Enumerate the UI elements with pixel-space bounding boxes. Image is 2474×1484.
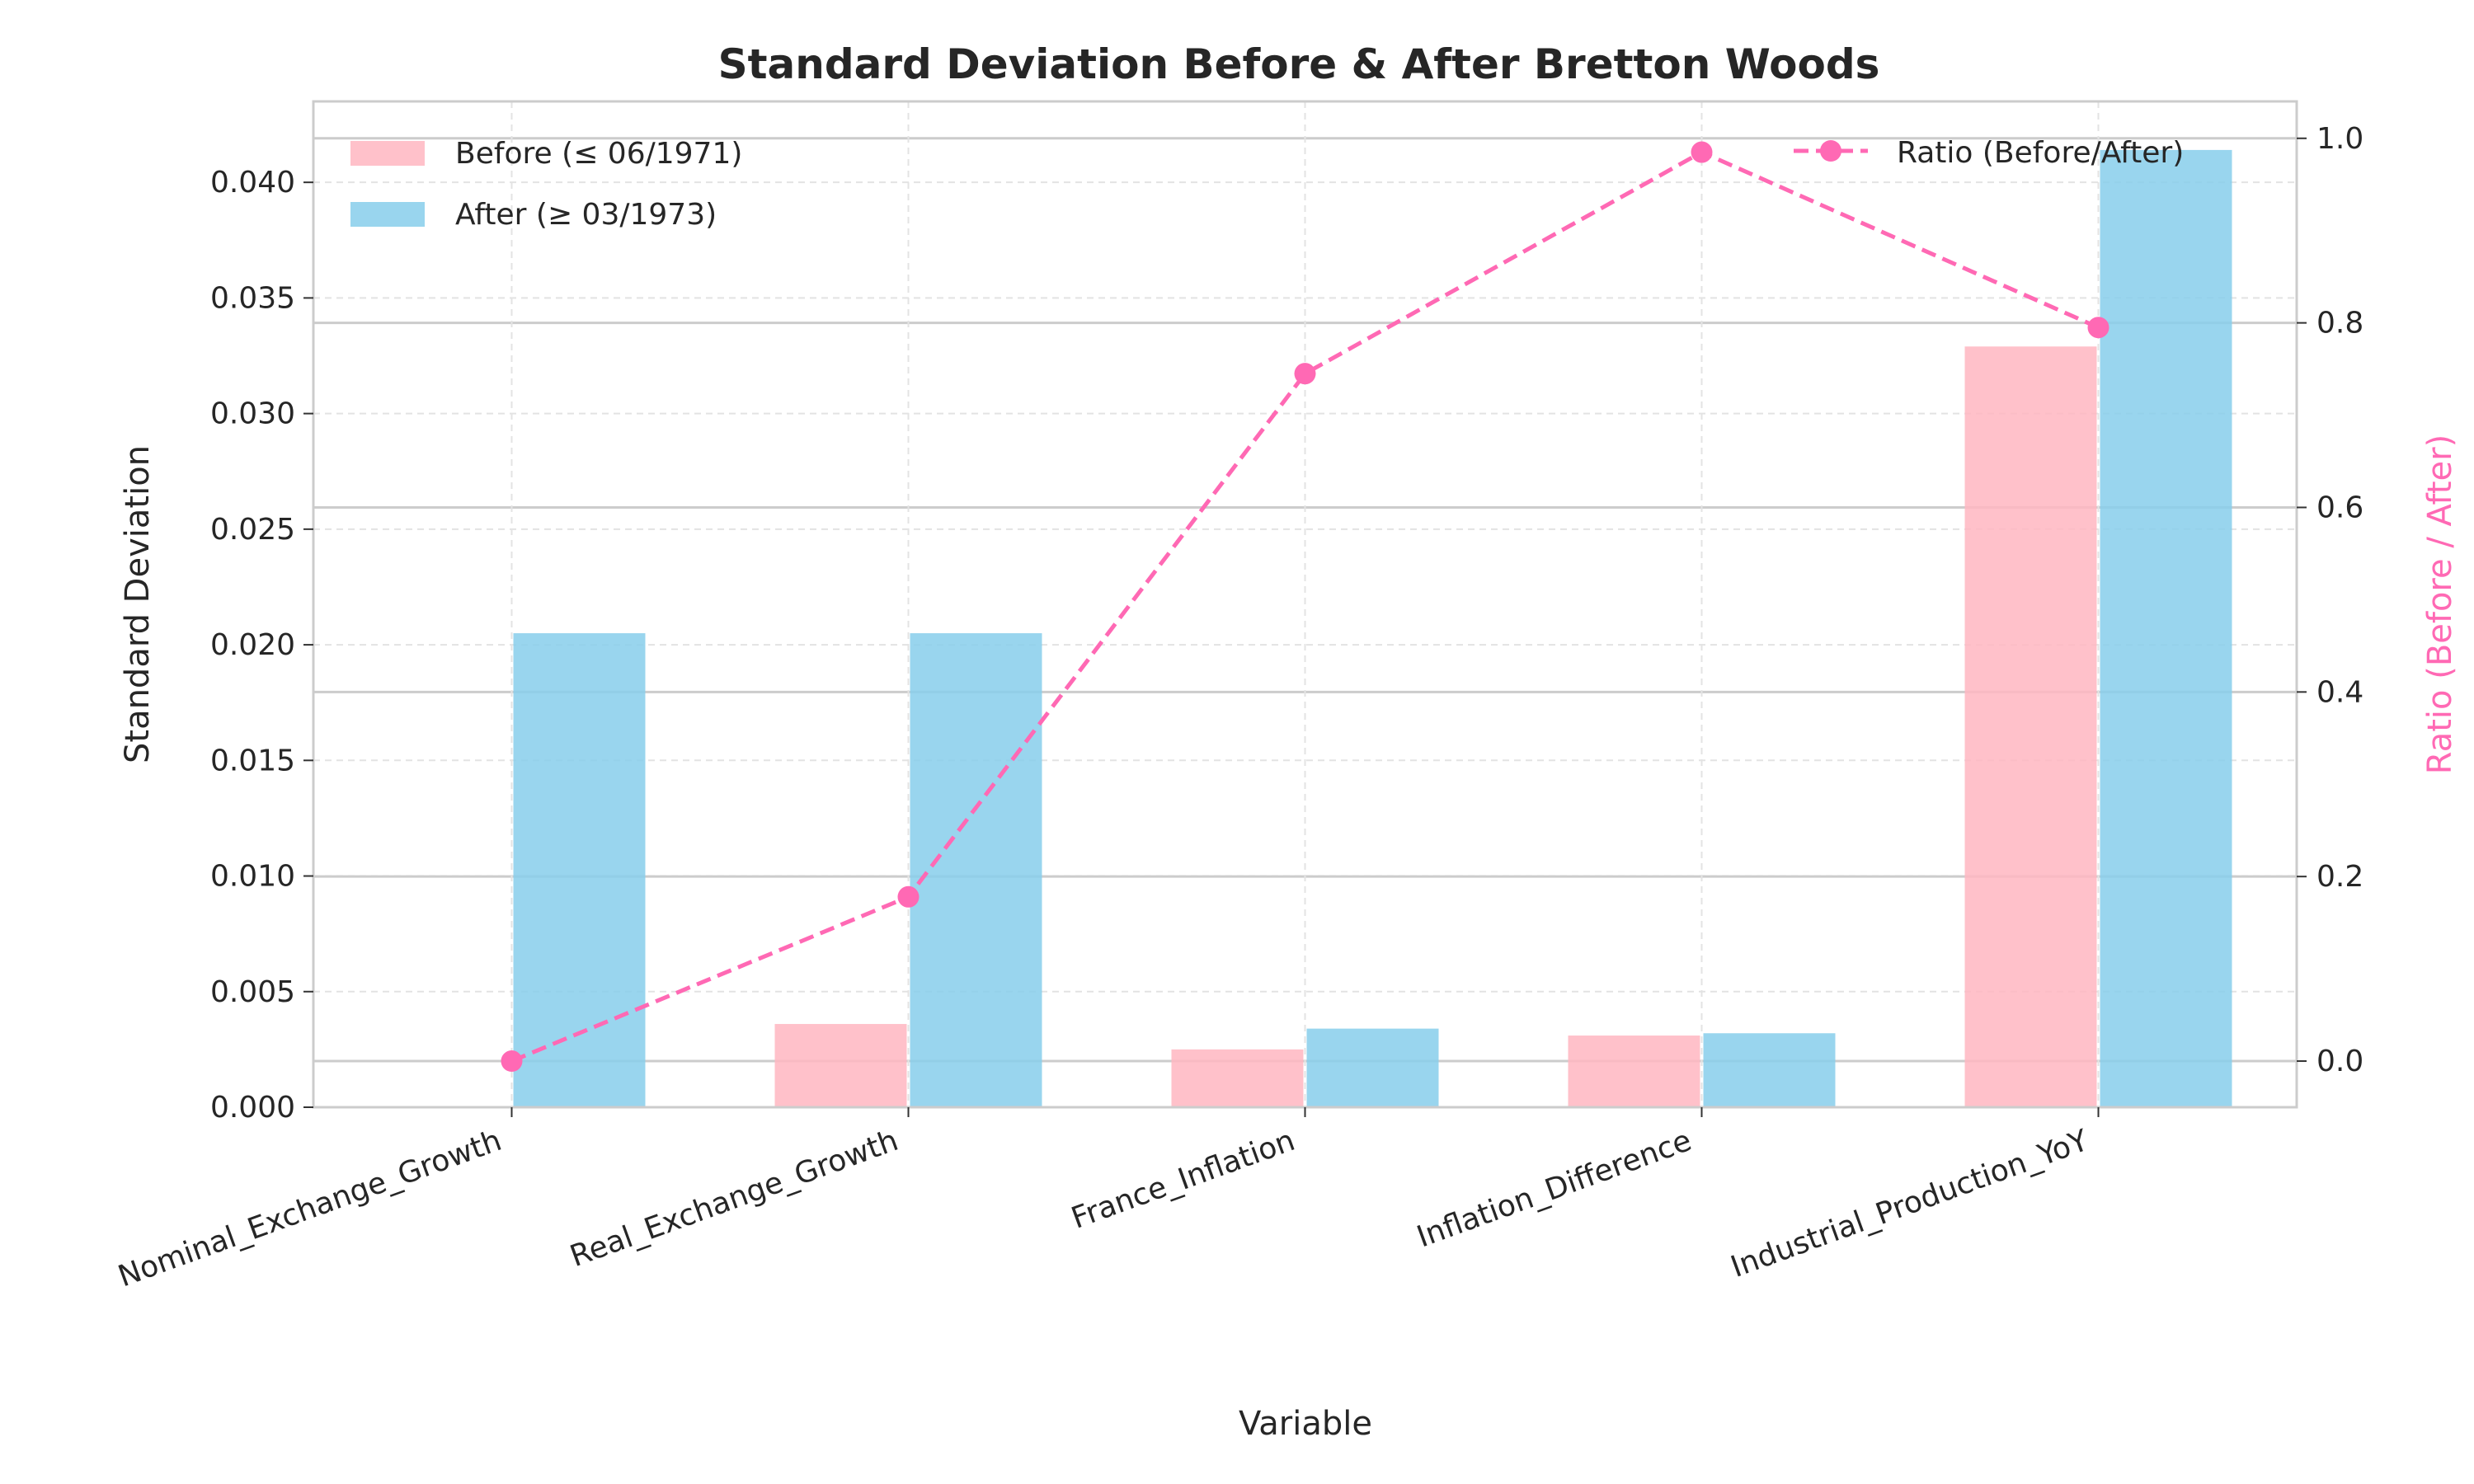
- y2-tick-label: 0.4: [2316, 675, 2363, 709]
- y-tick-label: 0.035: [210, 281, 295, 315]
- ratio-point-3: [1294, 363, 1316, 385]
- y-tick-label: 0.040: [210, 166, 295, 200]
- legend-bars: Before (≤ 06/1971) After (≥ 03/1973): [350, 137, 742, 232]
- y-axis-label: Standard Deviation: [119, 445, 157, 763]
- y-tick-label: 0.005: [210, 975, 295, 1009]
- left-axis: 0.000 0.005 0.010 0.015 0.020 0.025 0.030 0.035…: [210, 166, 313, 1125]
- ratio-point-4: [1691, 141, 1713, 163]
- y-tick-label: 0.015: [210, 744, 295, 777]
- bar-after-2: [910, 633, 1042, 1107]
- bar-before-3: [1171, 1049, 1304, 1107]
- legend-label-3: Ratio (Before/After): [1897, 136, 2184, 170]
- legend-label-1: Before (≤ 06/1971): [455, 137, 742, 171]
- y2-tick-label: 1.0: [2316, 122, 2363, 156]
- y2-tick-label: 0.8: [2316, 307, 2363, 340]
- y2-axis-label: Ratio (Before / After): [2421, 434, 2459, 774]
- bars: [513, 149, 2232, 1108]
- y-tick-label: 0.000: [210, 1091, 295, 1125]
- legend-label-2: After (≥ 03/1973): [455, 198, 717, 232]
- y-tick-label: 0.030: [210, 397, 295, 431]
- x-axis: Nominal_Exchange_Growth Real_Exchange_Gro…: [114, 1107, 2100, 1294]
- ratio-point-2: [897, 885, 920, 908]
- bar-before-5: [1964, 346, 2097, 1107]
- y2-tick-label: 0.2: [2316, 860, 2363, 894]
- x-tick-label: Industrial_Production_YoY: [1727, 1124, 2094, 1284]
- y-tick-label: 0.010: [210, 860, 295, 894]
- ratio-line: [501, 141, 2109, 1073]
- bar-after-3: [1306, 1028, 1439, 1107]
- y2-tick-label: 0.6: [2316, 491, 2363, 524]
- chart-title: Standard Deviation Before & After Bretto…: [718, 40, 1880, 88]
- y-tick-label: 0.025: [210, 513, 295, 547]
- x-tick-label: Inflation_Difference: [1413, 1124, 1696, 1254]
- bar-before-2: [774, 1024, 907, 1107]
- bar-before-4: [1568, 1036, 1700, 1107]
- legend-swatch-1: [350, 141, 425, 166]
- ratio-point-5: [2087, 317, 2109, 339]
- bar-after-4: [1703, 1033, 1836, 1107]
- x-tick-label: France_Inflation: [1067, 1124, 1300, 1236]
- bar-after-5: [2100, 149, 2232, 1108]
- y-tick-label: 0.020: [210, 628, 295, 662]
- x-tick-label: Real_Exchange_Growth: [566, 1124, 903, 1274]
- y2-tick-label: 0.0: [2316, 1045, 2363, 1078]
- x-axis-label: Variable: [1239, 1405, 1372, 1443]
- x-tick-label: Nominal_Exchange_Growth: [114, 1124, 506, 1294]
- legend-swatch-2: [350, 202, 425, 227]
- right-axis: 0.0 0.2 0.4 0.6 0.8 1.0: [2297, 122, 2363, 1078]
- legend-line: Ratio (Before/After): [1794, 136, 2184, 170]
- bar-after-1: [513, 633, 646, 1107]
- ratio-point-1: [501, 1050, 523, 1073]
- legend-line-marker: [1820, 140, 1841, 162]
